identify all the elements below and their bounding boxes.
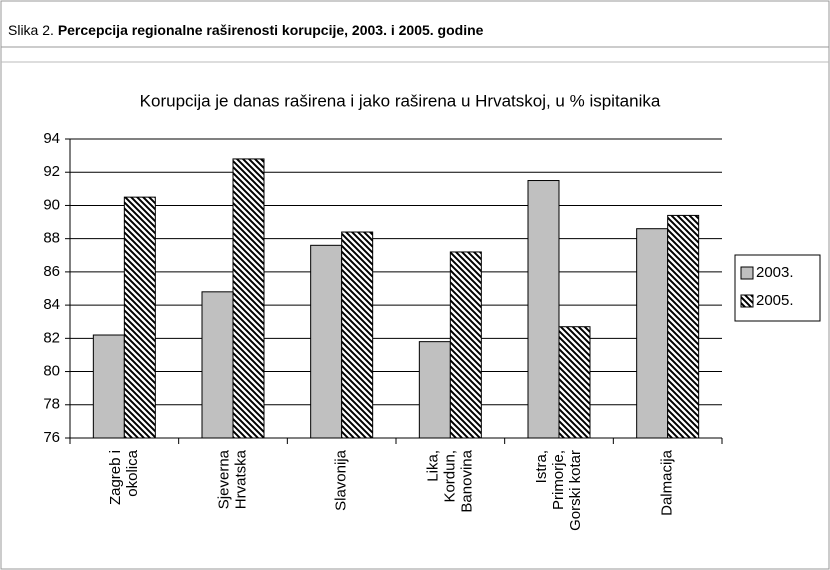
bar: [449, 251, 482, 439]
x-tick-label: Banovina: [458, 449, 475, 512]
legend-swatch: [740, 266, 754, 280]
y-tick-label: 84: [43, 296, 60, 313]
header: Slika 2. Percepcija regionalne raširenos…: [8, 22, 484, 38]
bar: [341, 231, 374, 439]
bar: [92, 334, 125, 439]
legend-box: [734, 254, 821, 322]
bar: [310, 244, 343, 439]
bar: [636, 228, 669, 439]
x-tick-label: Lika,: [424, 450, 441, 482]
x-tick-label: Kordun,: [441, 450, 458, 503]
y-tick-label: 94: [43, 130, 60, 147]
y-tick-label: 78: [43, 396, 60, 413]
bar: [201, 291, 234, 439]
bar: [418, 341, 451, 439]
y-tick-label: 88: [43, 230, 60, 247]
bar: [558, 326, 591, 439]
x-tick-label: Hrvatska: [232, 449, 249, 509]
x-tick-label: Gorski kotar: [567, 450, 584, 531]
legend-label: 2005.: [756, 292, 794, 309]
x-tick-label: Dalmacija: [659, 449, 676, 516]
legend-swatch: [740, 294, 754, 308]
bar: [123, 196, 156, 439]
bar: [667, 214, 700, 439]
y-tick-label: 92: [43, 163, 60, 180]
y-tick-label: 76: [43, 429, 60, 446]
chart-title: Korupcija je danas raširena i jako rašir…: [140, 91, 661, 110]
legend-label: 2003.: [756, 264, 794, 281]
x-tick-label: Zagreb i: [107, 450, 124, 505]
y-tick-label: 86: [43, 263, 60, 280]
x-tick-label: Istra,: [533, 450, 550, 483]
x-tick-label: Sjeverna: [215, 449, 232, 509]
x-tick-label: okolica: [124, 449, 141, 496]
y-tick-label: 90: [43, 196, 60, 213]
x-tick-label: Primorje,: [550, 450, 567, 510]
y-tick-label: 82: [43, 329, 60, 346]
bar: [527, 180, 560, 439]
header-label: Slika 2.: [8, 22, 54, 38]
header-title: Percepcija regionalne raširenosti korupc…: [58, 22, 484, 38]
bar: [232, 158, 265, 439]
y-tick-label: 80: [43, 363, 60, 380]
x-tick-label: Slavonija: [333, 449, 350, 511]
